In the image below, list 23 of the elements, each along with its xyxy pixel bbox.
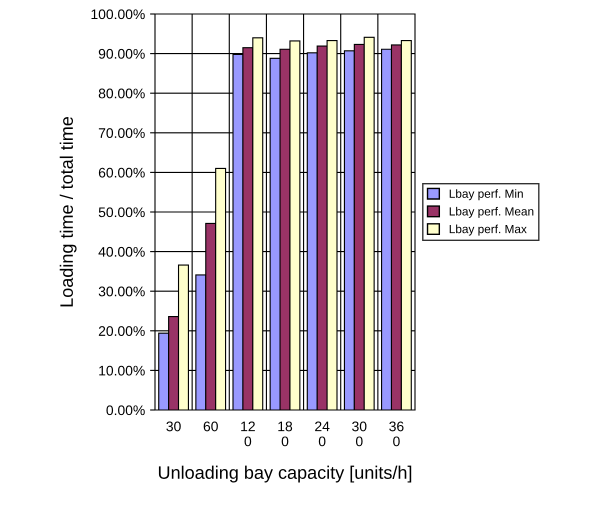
y-axis-title: Loading time / total time [60, 116, 77, 306]
y-tick-label: 90.00% [98, 48, 145, 59]
x-tick-label: 60 [204, 421, 218, 432]
x-tick-label: 240 [315, 421, 330, 446]
y-tick-label: 70.00% [98, 128, 145, 138]
y-tick-label: 80.00% [98, 88, 145, 98]
x-tick-label: 360 [389, 421, 404, 446]
x-axis-title: Unloading bay capacity [units/h] [158, 466, 412, 483]
x-tick-label: 120 [241, 421, 255, 446]
legend-label: Lbay perf. Max [450, 224, 527, 236]
y-tick-label: 50.00% [98, 207, 145, 218]
y-tick-label: 10.00% [99, 366, 145, 376]
y-tick-label: 100.00% [92, 9, 145, 20]
legend-label: Lbay perf. Mean [450, 206, 534, 218]
y-tick-label: 20.00% [98, 326, 145, 336]
y-tick-label: 40.00% [98, 246, 145, 257]
x-tick-label: 30 [166, 421, 181, 432]
legend-label: Lbay perf. Min [450, 189, 523, 200]
y-tick-label: 0.00% [106, 405, 145, 416]
x-tick-label: 180 [278, 421, 292, 446]
y-tick-label: 60.00% [98, 168, 145, 178]
x-tick-label: 300 [352, 421, 366, 446]
y-tick-label: 30.00% [98, 286, 145, 296]
